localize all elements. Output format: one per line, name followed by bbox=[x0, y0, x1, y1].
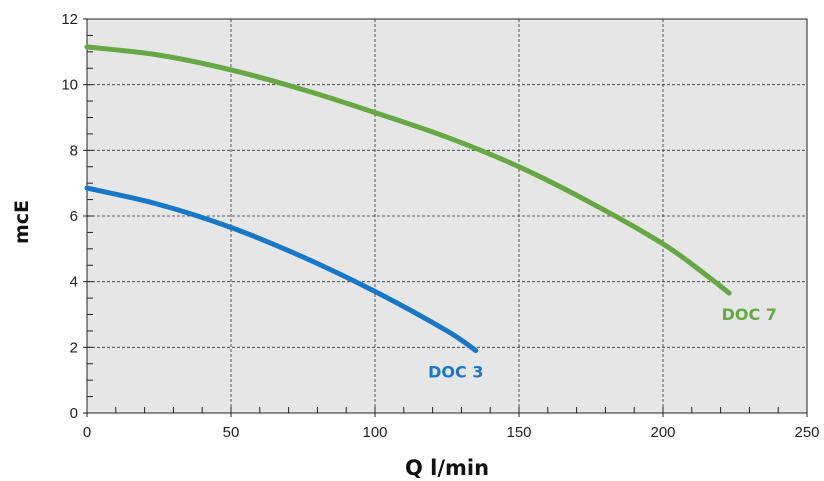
series-label-doc-3: DOC 3 bbox=[428, 363, 483, 382]
y-tick-label: 12 bbox=[61, 11, 78, 28]
series-line-doc-7 bbox=[84, 44, 732, 296]
x-tick-label: 0 bbox=[83, 424, 91, 441]
x-tick-label: 100 bbox=[362, 424, 387, 441]
y-tick-label: 10 bbox=[61, 77, 78, 94]
series-label-doc-7: DOC 7 bbox=[722, 305, 777, 324]
x-axis-title: Q l/min bbox=[405, 456, 489, 480]
y-tick-label: 0 bbox=[70, 405, 78, 422]
x-tick-label: 150 bbox=[506, 424, 531, 441]
y-tick-label: 2 bbox=[70, 339, 78, 356]
y-axis-title: mcE bbox=[11, 200, 33, 244]
series-lines bbox=[84, 44, 732, 354]
series-labels: DOC 3 DOC 7 bbox=[428, 305, 777, 381]
y-axis: 0 2 4 6 8 10 12 bbox=[61, 11, 87, 422]
x-axis: 0 50 100 150 200 250 bbox=[83, 413, 820, 441]
y-tick-label: 4 bbox=[70, 274, 78, 291]
x-tick-label: 200 bbox=[650, 424, 675, 441]
x-tick-label: 50 bbox=[223, 424, 240, 441]
y-tick-label: 6 bbox=[70, 208, 78, 225]
y-tick-label: 8 bbox=[70, 142, 78, 159]
grid-lines bbox=[87, 19, 807, 413]
series-line-doc-3 bbox=[84, 185, 479, 354]
x-tick-label: 250 bbox=[794, 424, 819, 441]
